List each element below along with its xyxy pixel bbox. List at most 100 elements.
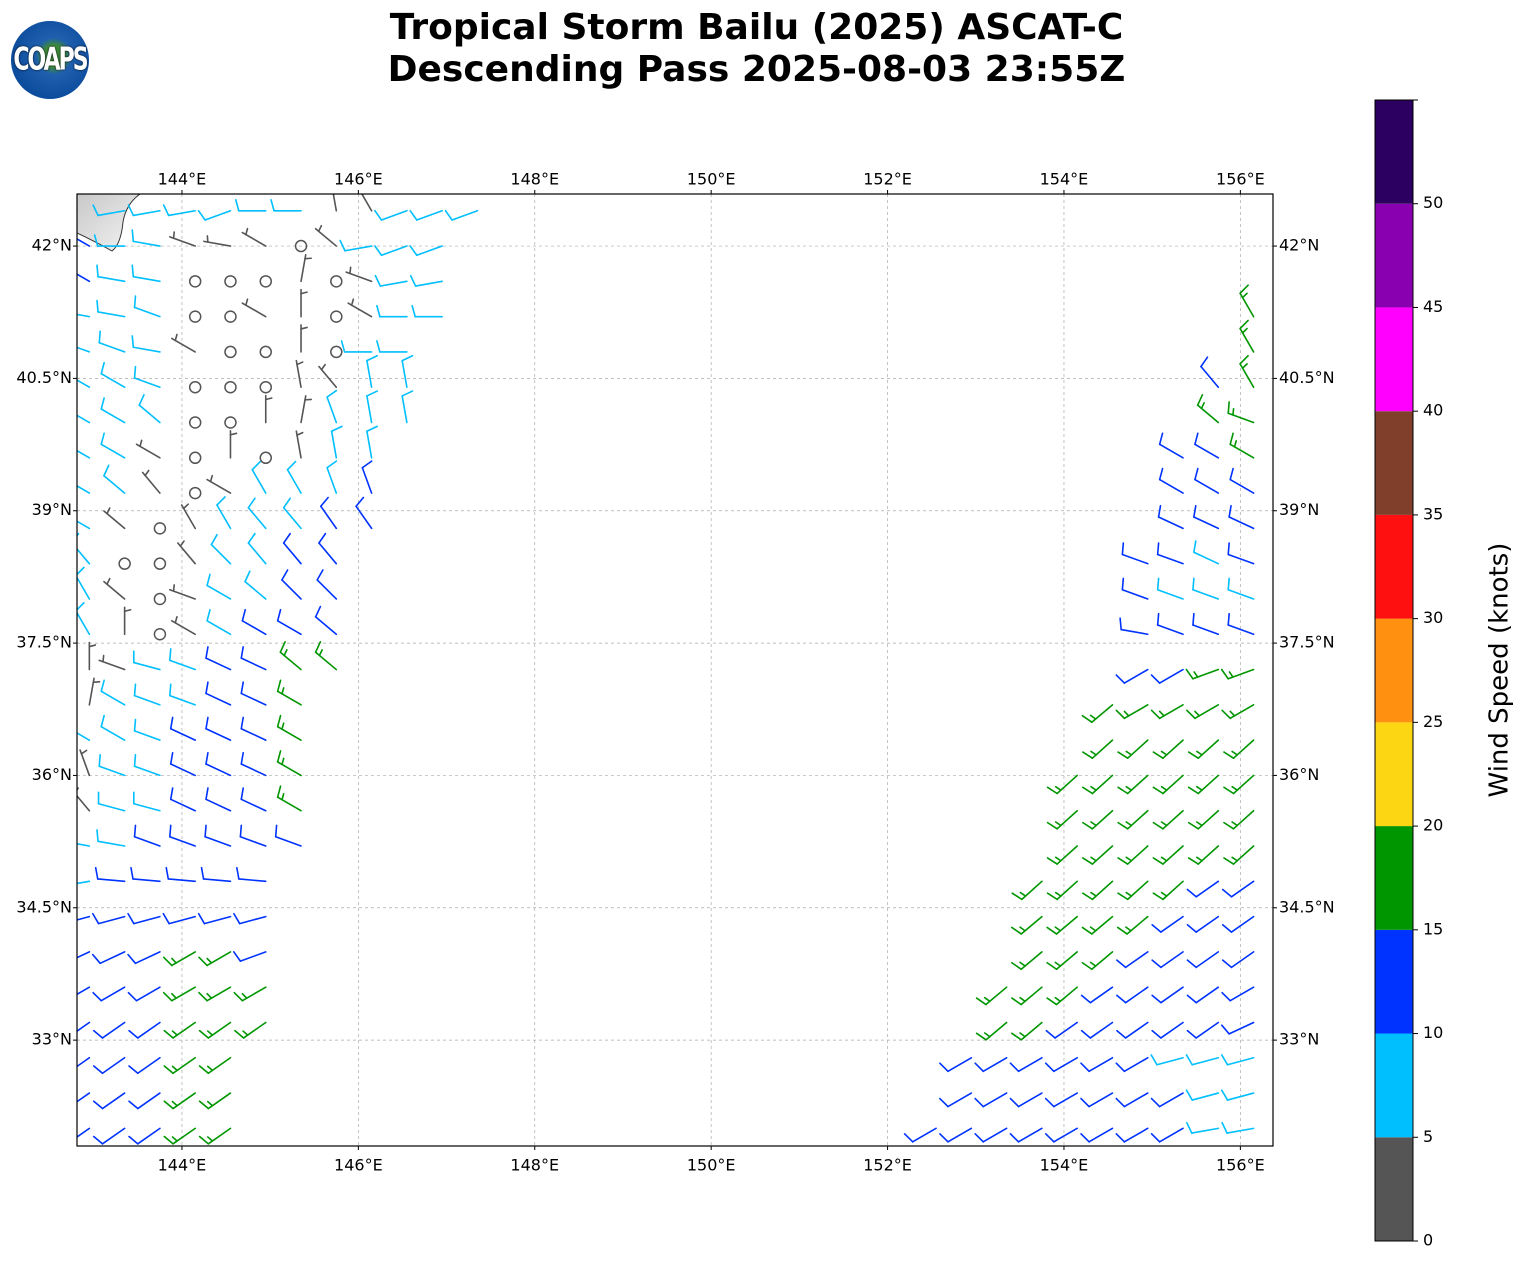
barb-half-tick [1231,821,1239,827]
wind-barb [411,304,443,318]
wind-barb [366,354,379,389]
barb-full-tick [1150,674,1161,684]
barb-full-tick [240,716,245,730]
barb-staff [1017,1092,1043,1108]
wind-barb [169,584,196,600]
barb-full-tick [903,1133,914,1143]
barb-half-tick [1228,671,1234,678]
barb-staff [1056,809,1078,830]
wind-barb [169,648,196,671]
wind-barb [279,641,302,671]
wind-barb [98,754,126,777]
barb-staff [1121,588,1149,600]
wind-barb [1152,845,1184,865]
wind-barb [1152,774,1184,795]
barb-full-tick [1186,1121,1193,1134]
wind-barb [169,231,196,247]
barb-staff [276,761,302,777]
barb-staff [1195,951,1220,969]
barb-full-tick [1152,786,1164,795]
barb-staff [203,915,232,925]
wind-barb [1150,668,1184,684]
wind-barb [244,570,267,600]
barb-full-tick [205,716,209,730]
wind-barb [100,714,126,741]
barb-staff [240,657,267,671]
lat-tick-label: 36°N [32,765,72,784]
barb-full-tick [133,754,137,768]
wind-barb [374,209,408,221]
barb-staff [169,763,196,777]
barb-staff [1239,292,1255,318]
colorbar-tick-label: 20 [1423,816,1443,835]
barb-staff [133,694,161,706]
calm-circle [330,345,343,359]
barb-full-tick [318,532,327,544]
barb-full-tick [1152,751,1164,760]
wind-barb [1239,284,1255,318]
barb-full-tick [127,204,135,217]
barb-full-tick [1117,892,1129,901]
barb-half-tick [171,1065,178,1072]
barb-full-tick [163,1100,174,1110]
barb-full-tick [133,683,137,697]
calm-circle [224,275,237,288]
barb-half-tick [179,540,185,547]
barb-staff [1229,478,1255,494]
barb-full-tick [169,824,172,838]
barb-staff [366,395,373,424]
barb-staff [172,1127,196,1145]
wind-barb [939,1092,973,1108]
wind-barb [409,209,443,221]
wind-barb [92,204,126,217]
barb-staff [133,835,161,847]
barb-full-tick [974,1097,985,1108]
wind-barb [409,274,443,287]
wind-barb [216,496,232,530]
barb-half-tick [206,1100,214,1107]
barb-staff [77,273,91,283]
wind-barb [1186,1121,1220,1134]
barb-full-tick [133,824,137,838]
wind-barb [1192,612,1220,636]
barb-staff [202,878,232,883]
barb-staff [1192,588,1220,600]
barb-half-tick [1241,327,1248,334]
barb-full-tick [92,1135,104,1145]
wind-barb [133,683,161,706]
barb-full-tick [974,1062,985,1073]
barb-full-tick [1227,542,1230,556]
barb-staff [240,692,267,706]
barb-full-tick [1227,612,1230,626]
wind-barb [903,1127,937,1143]
barb-full-tick [162,956,173,967]
barb-staff [244,580,267,600]
barb-staff [320,505,338,530]
barb-staff [77,1092,91,1103]
barb-half-tick [281,757,285,766]
wind-barb [96,829,126,847]
barb-half-tick [206,1136,214,1142]
wind-barb [163,1092,196,1110]
barb-staff [414,280,443,287]
wind-barb [198,951,232,967]
wind-barb [169,683,196,706]
barb-staff [1226,1127,1255,1134]
colorbar-tick-label: 0 [1423,1231,1433,1250]
wind-barb [1046,986,1078,1006]
barb-full-tick [1116,1029,1127,1039]
barb-full-tick [236,866,240,880]
wind-barb [77,414,91,424]
wind-barb [236,866,267,883]
barb-staff [1230,951,1255,969]
wind-barb [1152,809,1184,830]
wind-barb [1115,704,1149,720]
barb-full-tick [232,951,242,962]
wind-barb [320,496,338,530]
barb-staff [1126,915,1149,935]
barb-full-tick [1156,542,1160,556]
barb-full-tick [247,497,256,509]
barb-full-tick [1150,709,1161,720]
barb-full-tick [444,209,453,221]
wind-barb [130,866,161,883]
